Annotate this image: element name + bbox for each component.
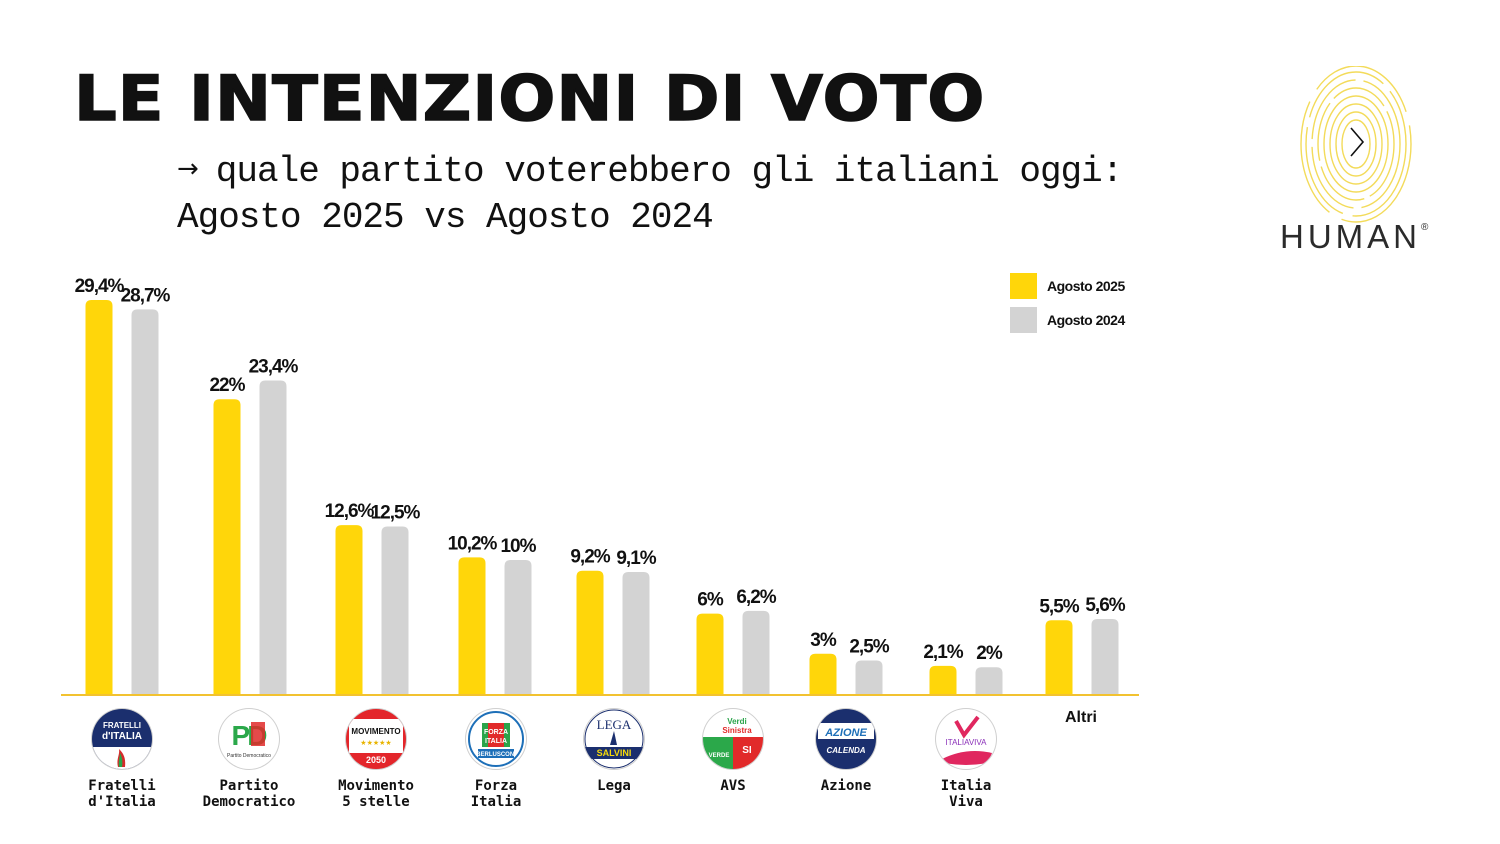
legend-item-2024: Agosto 2024 bbox=[1010, 307, 1125, 333]
fingerprint-arrow-icon bbox=[1300, 66, 1412, 223]
data-label-avs-agosto-2024: 6,2% bbox=[736, 587, 776, 608]
italia-viva-logo-art: ITALIAVIVA bbox=[942, 715, 992, 765]
data-label-movimento-5-stelle-agosto-2025: 12,6% bbox=[325, 501, 375, 522]
brand-name-text: HUMAN bbox=[1280, 218, 1421, 255]
data-label-azione-agosto-2024: 2,5% bbox=[849, 637, 889, 658]
italia-viva-logo: ITALIAVIVA bbox=[936, 709, 996, 769]
legend-item-2025: Agosto 2025 bbox=[1010, 273, 1125, 299]
arrow-right-icon: → bbox=[177, 154, 199, 184]
avs-logo: Verdi Sinistra VERDE SI bbox=[703, 709, 763, 769]
category-label-avs: AVS bbox=[720, 778, 746, 794]
fdi-text-2: d'ITALIA bbox=[102, 731, 142, 742]
category-label-fi: Forza Italia bbox=[470, 778, 522, 810]
bar-movimento-5-stelle-agosto-2025 bbox=[335, 525, 363, 694]
data-label-partito-democratico-agosto-2024: 23,4% bbox=[249, 356, 299, 377]
movimento-5-stelle-logo: MOVIMENTO ★★★★★ 2050 bbox=[346, 709, 406, 769]
brand-name: HUMAN® bbox=[1280, 218, 1428, 256]
category-label-fdi: Fratelli d'Italia bbox=[88, 778, 156, 810]
subtitle-line-2: Agosto 2025 vs Agosto 2024 bbox=[177, 197, 714, 238]
bar-italia-viva-agosto-2025 bbox=[929, 665, 957, 694]
bar-avs-agosto-2025 bbox=[696, 613, 724, 694]
forza-italia-logo: FORZA ITALIA BERLUSCONI bbox=[466, 709, 526, 769]
pd-logo-art: PD Partito Democratico bbox=[227, 720, 271, 759]
fratelli-d-italia-logo: FRATELLI d'ITALIA bbox=[92, 709, 152, 769]
azione-text-1: AZIONE bbox=[824, 727, 867, 739]
data-label-italia-viva-agosto-2024: 2% bbox=[976, 643, 1003, 664]
data-label-altri-agosto-2024: 5,6% bbox=[1085, 595, 1125, 616]
partito-democratico-logo: PD Partito Democratico bbox=[219, 709, 279, 769]
bar-fratelli-d-italia-agosto-2024 bbox=[131, 309, 159, 694]
azione-logo: AZIONE CALENDA bbox=[816, 709, 876, 769]
avs-text-4: SI bbox=[742, 745, 752, 756]
fi-text-1: FORZA bbox=[484, 729, 508, 736]
bar-italia-viva-agosto-2024 bbox=[975, 667, 1003, 694]
bar-forza-italia-agosto-2025 bbox=[458, 557, 486, 694]
lega-logo: LEGA SALVINI bbox=[584, 709, 644, 769]
avs-text-1: Verdi bbox=[727, 717, 747, 726]
bar-partito-democratico-agosto-2025 bbox=[213, 399, 241, 694]
azione-text-2: CALENDA bbox=[826, 746, 865, 755]
legend-swatch-2025 bbox=[1010, 273, 1037, 299]
fi-text-2: ITALIA bbox=[485, 738, 507, 745]
bar-fratelli-d-italia-agosto-2025 bbox=[85, 300, 113, 694]
lega-text-2: SALVINI bbox=[597, 748, 632, 758]
data-label-avs-agosto-2025: 6% bbox=[697, 590, 724, 611]
data-label-forza-italia-agosto-2025: 10,2% bbox=[448, 533, 498, 554]
azione-logo-art: AZIONE CALENDA bbox=[817, 710, 875, 768]
data-label-forza-italia-agosto-2024: 10% bbox=[500, 536, 536, 557]
bar-avs-agosto-2024 bbox=[742, 610, 770, 694]
page-title: LE INTENZIONI DI VOTO bbox=[73, 61, 986, 136]
subtitle-line-1: quale partito voterebbero gli italiani o… bbox=[215, 151, 1124, 192]
avs-text-3: VERDE bbox=[709, 753, 730, 759]
avs-logo-art: Verdi Sinistra VERDE SI bbox=[703, 717, 763, 769]
category-label-lega: Lega bbox=[597, 778, 631, 794]
bar-lega-agosto-2025 bbox=[576, 570, 604, 694]
italia-viva-text-1: ITALIAVIVA bbox=[946, 738, 988, 747]
data-label-altri-agosto-2025: 5,5% bbox=[1039, 596, 1079, 617]
avs-text-2: Sinistra bbox=[722, 726, 752, 735]
registered-mark: ® bbox=[1421, 222, 1429, 233]
bar-lega-agosto-2024 bbox=[622, 572, 650, 694]
bar-partito-democratico-agosto-2024 bbox=[259, 380, 287, 694]
category-label-azione: Azione bbox=[820, 778, 872, 794]
data-label-fratelli-d-italia-agosto-2025: 29,4% bbox=[75, 276, 125, 297]
fi-text-3: BERLUSCONI bbox=[476, 752, 516, 758]
data-label-lega-agosto-2025: 9,2% bbox=[570, 547, 610, 568]
data-label-partito-democratico-agosto-2025: 22% bbox=[209, 375, 245, 396]
data-label-azione-agosto-2025: 3% bbox=[810, 630, 837, 651]
lega-logo-art: LEGA SALVINI bbox=[584, 709, 644, 769]
category-label-pd: Partito Democratico bbox=[202, 778, 296, 810]
lega-text-1: LEGA bbox=[597, 717, 632, 732]
category-label-italia-viva: Italia Viva bbox=[940, 778, 992, 810]
bar-movimento-5-stelle-agosto-2024 bbox=[381, 526, 409, 694]
subtitle: → quale partito voterebbero gli italiani … bbox=[177, 146, 1124, 241]
data-label-italia-viva-agosto-2025: 2,1% bbox=[923, 642, 963, 663]
bar-altri-agosto-2025 bbox=[1045, 620, 1073, 694]
m5s-text-2: 2050 bbox=[366, 755, 386, 765]
data-label-fratelli-d-italia-agosto-2024: 28,7% bbox=[121, 285, 171, 306]
bar-azione-agosto-2025 bbox=[809, 653, 837, 694]
bar-azione-agosto-2024 bbox=[855, 660, 883, 694]
legend-swatch-2024 bbox=[1010, 307, 1037, 333]
legend-label-2024: Agosto 2024 bbox=[1047, 312, 1125, 328]
category-label-m5s: Movimento 5 stelle bbox=[338, 778, 414, 810]
m5s-logo-art: MOVIMENTO ★★★★★ 2050 bbox=[347, 710, 405, 768]
fdi-logo-art: FRATELLI d'ITALIA bbox=[92, 710, 152, 769]
bar-altri-agosto-2024 bbox=[1091, 618, 1119, 694]
bar-forza-italia-agosto-2024 bbox=[504, 560, 532, 694]
pd-text-2: Partito Democratico bbox=[227, 753, 271, 759]
m5s-stars: ★★★★★ bbox=[360, 739, 391, 747]
data-label-movimento-5-stelle-agosto-2024: 12,5% bbox=[371, 503, 421, 524]
chart-legend: Agosto 2025 Agosto 2024 bbox=[1010, 273, 1125, 341]
m5s-text-1: MOVIMENTO bbox=[351, 727, 400, 736]
fi-logo-art: FORZA ITALIA BERLUSCONI bbox=[468, 711, 524, 767]
category-label-altri: Altri bbox=[1065, 709, 1097, 726]
data-label-lega-agosto-2024: 9,1% bbox=[616, 548, 656, 569]
legend-label-2025: Agosto 2025 bbox=[1047, 278, 1125, 294]
fdi-text-1: FRATELLI bbox=[103, 721, 141, 730]
